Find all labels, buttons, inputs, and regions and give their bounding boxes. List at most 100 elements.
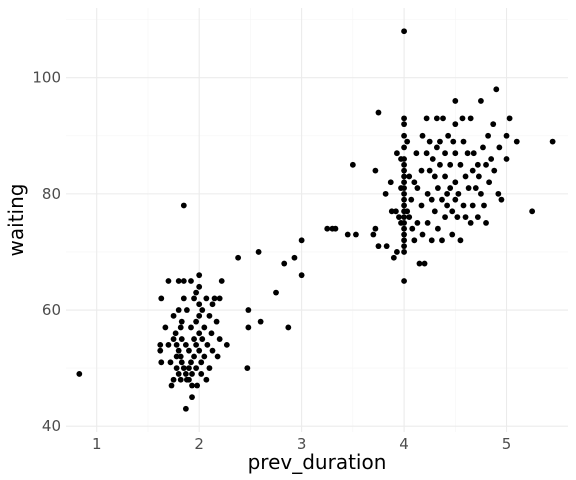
data-point xyxy=(388,208,395,215)
data-point xyxy=(189,371,195,377)
data-point xyxy=(196,301,203,308)
data-point xyxy=(182,371,189,377)
data-point xyxy=(467,115,474,122)
data-point xyxy=(401,220,407,226)
y-tick-label: 100 xyxy=(32,69,61,87)
data-point xyxy=(375,243,382,250)
data-point xyxy=(483,161,489,168)
data-point xyxy=(418,167,425,174)
data-point xyxy=(460,202,467,209)
data-point xyxy=(196,312,203,319)
data-point xyxy=(488,156,495,162)
data-point xyxy=(167,359,174,366)
data-point xyxy=(324,225,331,232)
data-point xyxy=(442,173,448,180)
data-point xyxy=(483,220,489,226)
data-point xyxy=(177,324,184,331)
data-point xyxy=(434,225,441,232)
data-point xyxy=(382,190,389,197)
data-point xyxy=(199,307,206,313)
data-point xyxy=(191,295,197,302)
data-point xyxy=(414,220,421,226)
data-point xyxy=(401,115,407,122)
data-point xyxy=(401,249,407,255)
data-point xyxy=(401,243,407,250)
data-point xyxy=(183,307,190,313)
data-point xyxy=(387,179,394,186)
data-point xyxy=(198,371,205,377)
data-point xyxy=(457,161,464,168)
data-point xyxy=(464,150,471,157)
data-point xyxy=(332,225,339,232)
data-point xyxy=(485,132,491,139)
data-point xyxy=(196,330,203,337)
data-point xyxy=(401,173,407,180)
data-point xyxy=(175,278,182,284)
data-point xyxy=(491,167,498,174)
data-point xyxy=(175,307,182,313)
data-point xyxy=(244,365,251,372)
data-point xyxy=(216,295,223,302)
data-point xyxy=(175,347,182,354)
data-point xyxy=(493,86,500,93)
data-point xyxy=(478,98,484,104)
data-point xyxy=(353,231,359,238)
data-point xyxy=(459,115,466,122)
data-point xyxy=(180,365,187,372)
data-point xyxy=(390,254,397,261)
data-point xyxy=(401,144,407,151)
y-axis-tick-labels: 40 60 80 100 xyxy=(32,69,61,435)
y-tick-label: 60 xyxy=(42,301,61,319)
data-point xyxy=(194,382,201,389)
data-point xyxy=(188,278,194,284)
data-point xyxy=(186,347,192,354)
data-point xyxy=(409,225,416,232)
data-point xyxy=(383,243,390,250)
data-point xyxy=(298,272,305,279)
data-point xyxy=(498,196,505,203)
data-point xyxy=(178,318,185,325)
data-point xyxy=(503,156,510,162)
data-point xyxy=(429,156,436,162)
data-point xyxy=(439,237,445,244)
data-point xyxy=(180,202,187,209)
data-point xyxy=(431,173,438,180)
data-point xyxy=(549,138,556,145)
data-point xyxy=(208,330,215,337)
data-point xyxy=(170,376,177,383)
data-point xyxy=(203,295,210,302)
data-point xyxy=(423,115,430,122)
data-point xyxy=(452,121,459,128)
data-point xyxy=(414,185,421,191)
data-point xyxy=(394,249,400,255)
data-point xyxy=(203,376,210,383)
data-point xyxy=(426,167,433,174)
data-point xyxy=(465,185,472,191)
data-point xyxy=(178,359,185,366)
data-point xyxy=(401,190,407,197)
data-point xyxy=(496,144,503,151)
data-point xyxy=(457,237,464,244)
data-point xyxy=(480,144,486,151)
y-axis-title: waiting xyxy=(4,184,28,257)
data-point xyxy=(298,237,305,244)
data-point xyxy=(419,231,426,238)
x-tick-label: 2 xyxy=(194,435,204,453)
data-point xyxy=(285,324,292,331)
data-point xyxy=(478,190,484,197)
data-point xyxy=(449,231,456,238)
x-axis-tick-labels: 1 2 3 4 5 xyxy=(92,435,511,453)
data-point xyxy=(424,190,431,197)
data-points xyxy=(76,28,556,412)
data-point xyxy=(452,150,459,157)
data-point xyxy=(204,341,211,348)
data-point xyxy=(172,330,179,337)
data-point xyxy=(401,231,407,238)
data-point xyxy=(442,214,448,221)
data-point xyxy=(186,365,192,372)
data-point xyxy=(401,237,407,244)
data-point xyxy=(178,336,185,342)
data-point xyxy=(495,190,502,197)
data-point xyxy=(158,359,165,366)
data-point xyxy=(165,278,172,284)
